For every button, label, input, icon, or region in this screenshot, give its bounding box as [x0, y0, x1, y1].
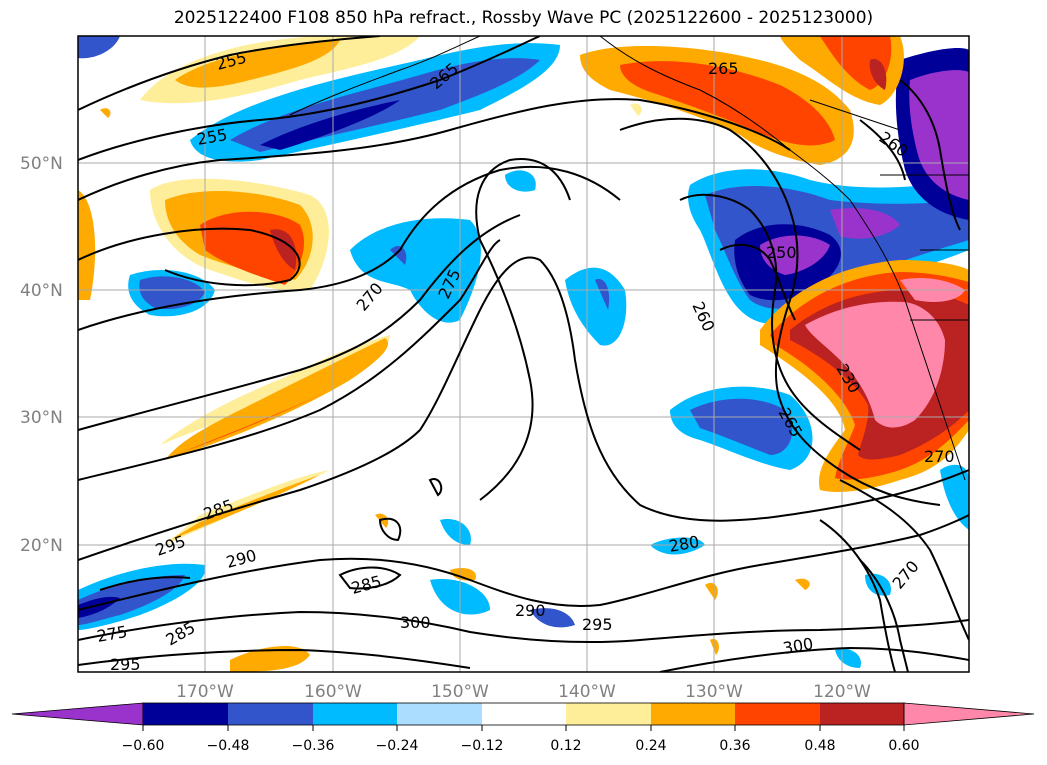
colorbar-segment [820, 703, 904, 725]
contour-label: 250 [766, 243, 797, 262]
colorbar-segment [397, 703, 482, 725]
colorbar-segment [651, 703, 735, 725]
colorbar-tick: 0.36 [719, 738, 750, 754]
lon-label-170w: 170°W [176, 682, 234, 702]
colorbar-extend-high [903, 702, 1035, 726]
colorbar-tick: 0.24 [635, 738, 666, 754]
colorbar-tick: −0.48 [207, 738, 250, 754]
contour-label: 295 [582, 615, 613, 634]
colorbar-segment [143, 703, 228, 725]
colorbar-segment [566, 703, 651, 725]
colorbar-outline [142, 702, 905, 726]
lon-label-130w: 130°W [685, 682, 743, 702]
colorbar-tick: −0.60 [122, 738, 165, 754]
lat-label-40n: 40°N [20, 281, 63, 301]
lat-label-20n: 20°N [20, 536, 63, 556]
colorbar-tick: −0.36 [292, 738, 335, 754]
colorbar-tick: 0.60 [888, 738, 919, 754]
map-plot: 255 255 265 265 260 250 270 275 260 265 … [78, 36, 969, 674]
colorbar-segment [228, 703, 313, 725]
colorbar-segment [313, 703, 397, 725]
contour-label: 270 [924, 447, 955, 466]
lon-label-160w: 160°W [304, 682, 362, 702]
colorbar-tick: 0.12 [550, 738, 581, 754]
lat-label-30n: 30°N [20, 408, 63, 428]
colorbar: −0.60 −0.48 −0.36 −0.24 −0.12 0.12 0.24 … [11, 702, 1035, 754]
colorbar-segment [735, 703, 820, 725]
lon-label-140w: 140°W [558, 682, 616, 702]
map-title: 2025122400 F108 850 hPa refract., Rossby… [173, 8, 874, 28]
shaded-field [78, 36, 969, 672]
lon-label-120w: 120°W [813, 682, 871, 702]
lat-label-50n: 50°N [20, 154, 63, 174]
contour-label: 265 [708, 59, 739, 78]
coastlines [289, 36, 969, 481]
colorbar-extend-low [11, 702, 144, 726]
graticule [78, 36, 969, 672]
colorbar-tick: −0.12 [461, 738, 504, 754]
contour-label: 295 [110, 655, 141, 674]
colorbar-tick: −0.24 [376, 738, 419, 754]
contour-label: 290 [515, 601, 546, 620]
contour-label: 300 [400, 613, 431, 632]
colorbar-segment [482, 703, 566, 725]
colorbar-tick: 0.48 [804, 738, 835, 754]
map-border [77, 35, 970, 673]
contour-lines [78, 36, 969, 672]
lon-label-150w: 150°W [431, 682, 489, 702]
